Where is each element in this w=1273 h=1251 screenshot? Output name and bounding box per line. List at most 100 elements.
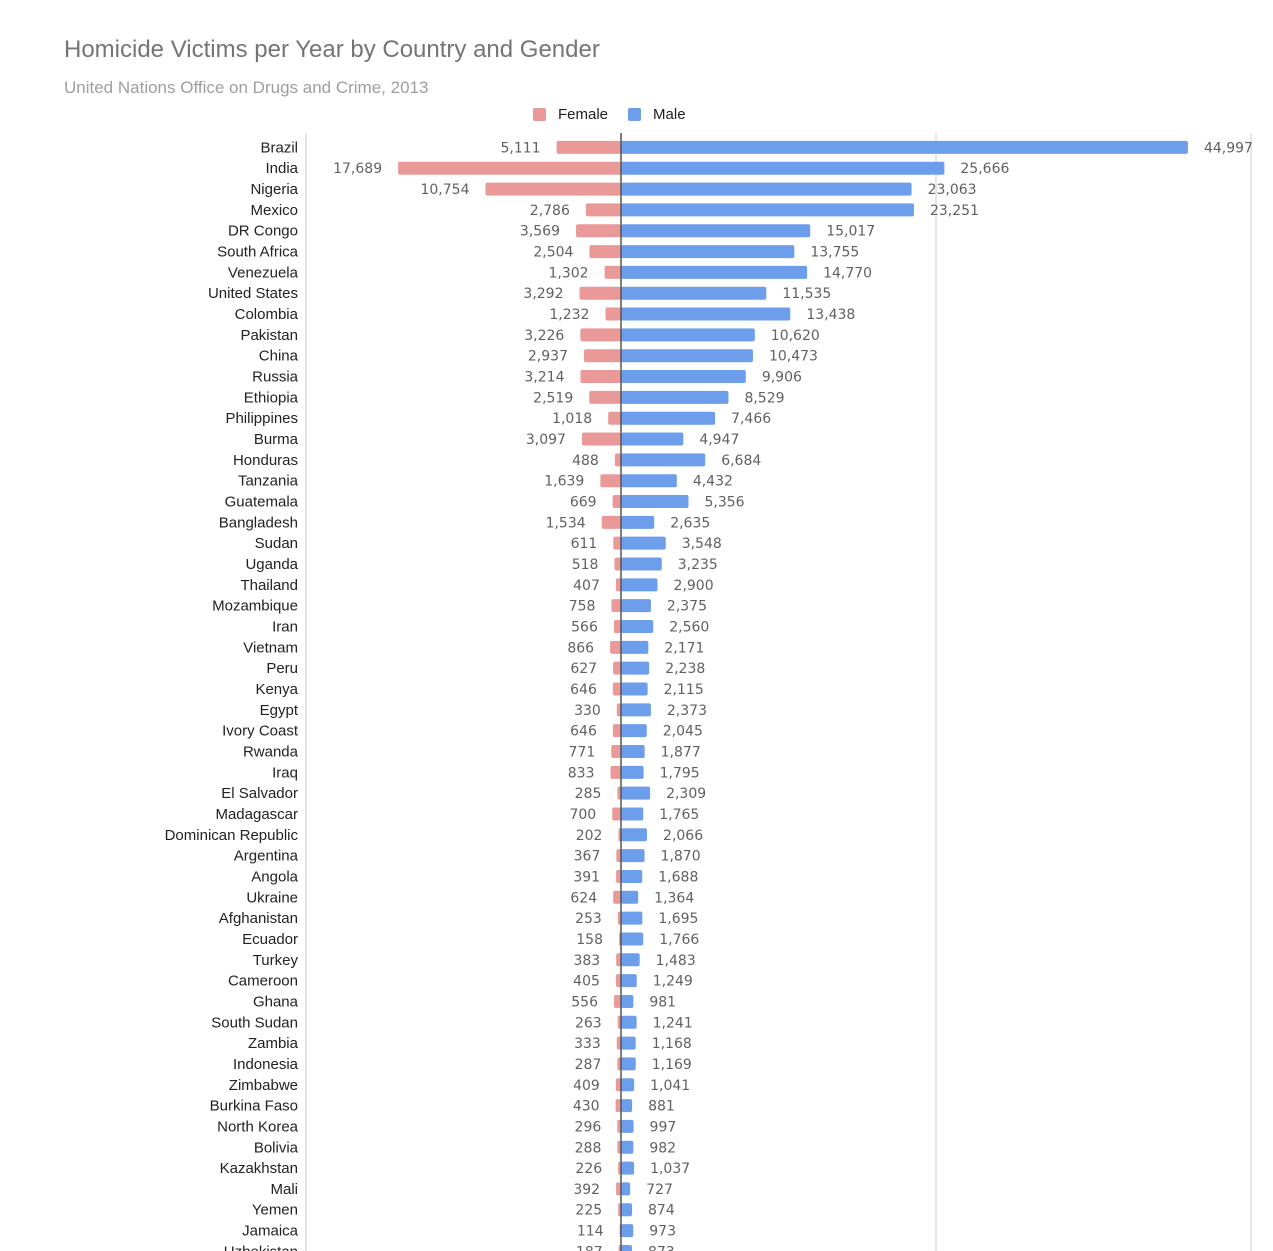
category-label: Ivory Coast xyxy=(222,723,299,740)
legend-item-male[interactable]: Male xyxy=(628,106,686,123)
data-label-female: 1,302 xyxy=(549,265,589,281)
bar-female xyxy=(613,661,621,675)
category-label: Indonesia xyxy=(233,1056,299,1073)
bar-male xyxy=(621,744,645,758)
data-label-female: 114 xyxy=(577,1224,604,1240)
legend-item-female[interactable]: Female xyxy=(533,106,608,123)
data-label-male: 25,666 xyxy=(960,161,1009,177)
data-label-female: 2,504 xyxy=(533,245,573,261)
data-label-male: 982 xyxy=(649,1140,676,1156)
data-label-male: 881 xyxy=(648,1099,675,1115)
data-label-female: 263 xyxy=(575,1015,602,1031)
data-label-female: 391 xyxy=(573,869,600,885)
data-label-male: 1,483 xyxy=(656,953,696,969)
bar-female xyxy=(611,599,621,613)
bar-male xyxy=(621,1224,634,1238)
data-label-female: 285 xyxy=(575,786,602,802)
category-label: Thailand xyxy=(240,577,298,594)
data-label-female: 556 xyxy=(571,994,598,1010)
category-label: Peru xyxy=(266,660,298,677)
data-label-male: 981 xyxy=(649,994,676,1010)
category-label: Nigeria xyxy=(250,181,298,198)
bar-female xyxy=(604,265,621,279)
bar-female xyxy=(585,203,621,217)
bar-male xyxy=(621,1244,632,1251)
data-label-male: 23,063 xyxy=(928,182,977,198)
data-label-female: 430 xyxy=(573,1099,600,1115)
category-label: Philippines xyxy=(225,410,298,427)
data-label-male: 4,947 xyxy=(699,432,739,448)
bar-female xyxy=(589,390,621,404)
bar-female xyxy=(615,974,621,988)
legend: Female Male xyxy=(533,106,706,123)
data-label-male: 3,548 xyxy=(682,536,722,552)
bar-female xyxy=(612,682,621,696)
data-label-female: 5,111 xyxy=(501,140,541,156)
bar-female xyxy=(615,1078,621,1092)
data-label-female: 225 xyxy=(575,1203,602,1219)
legend-swatch-male xyxy=(628,108,642,121)
bar-male xyxy=(621,1036,636,1050)
category-label: United States xyxy=(208,285,298,302)
category-label: India xyxy=(265,160,298,177)
bar-female xyxy=(613,890,621,904)
data-label-male: 13,438 xyxy=(806,307,855,323)
category-label: Burkina Faso xyxy=(210,1098,298,1115)
bar-female xyxy=(616,703,621,717)
category-label: DR Congo xyxy=(228,223,298,240)
category-label: Guatemala xyxy=(225,494,299,511)
bar-female xyxy=(614,453,621,467)
data-label-female: 646 xyxy=(570,724,597,740)
bar-female xyxy=(617,911,621,925)
category-label: Mexico xyxy=(250,202,298,219)
data-label-male: 2,171 xyxy=(664,640,704,656)
bar-male xyxy=(621,1015,637,1029)
data-label-female: 288 xyxy=(575,1140,602,1156)
data-label-male: 1,037 xyxy=(650,1161,690,1177)
data-label-female: 383 xyxy=(573,953,600,969)
data-label-male: 15,017 xyxy=(826,224,875,240)
bar-male xyxy=(621,286,767,300)
bar-female xyxy=(613,536,621,550)
data-label-female: 407 xyxy=(573,578,600,594)
data-label-male: 997 xyxy=(650,1119,677,1135)
bar-male xyxy=(621,432,684,446)
bar-female xyxy=(613,994,621,1008)
category-label: Pakistan xyxy=(240,327,298,344)
category-label: Angola xyxy=(251,868,298,885)
bar-female xyxy=(485,182,621,196)
data-label-female: 627 xyxy=(570,661,597,677)
category-label: Argentina xyxy=(234,848,299,865)
bar-male xyxy=(621,140,1188,154)
bar-male xyxy=(621,703,651,717)
bar-female xyxy=(601,515,621,529)
data-label-male: 23,251 xyxy=(930,203,979,219)
data-label-male: 9,906 xyxy=(762,370,802,386)
category-label: Tanzania xyxy=(238,473,299,490)
category-label: Bangladesh xyxy=(219,514,298,531)
bar-male xyxy=(621,1057,636,1071)
data-label-male: 2,373 xyxy=(667,703,707,719)
data-label-male: 874 xyxy=(648,1203,675,1219)
data-label-male: 1,795 xyxy=(660,765,700,781)
legend-label-female: Female xyxy=(558,106,609,123)
category-label: Colombia xyxy=(235,306,299,323)
category-label: Brazil xyxy=(260,139,298,156)
bar-male xyxy=(621,453,706,467)
data-label-male: 1,766 xyxy=(659,932,699,948)
category-label: Mozambique xyxy=(212,598,298,615)
bar-male xyxy=(621,994,634,1008)
category-label: Yemen xyxy=(252,1202,298,1219)
bar-male xyxy=(621,328,755,342)
bar-female xyxy=(610,765,621,779)
bar-male xyxy=(621,390,729,404)
data-label-female: 2,519 xyxy=(533,390,573,406)
chart-subtitle: United Nations Office on Drugs and Crime… xyxy=(64,78,429,97)
category-label: Uganda xyxy=(245,556,298,573)
data-label-male: 2,560 xyxy=(669,620,709,636)
bar-male xyxy=(621,682,648,696)
category-label: Afghanistan xyxy=(219,910,298,927)
bar-male xyxy=(621,828,648,842)
category-label: Turkey xyxy=(253,952,299,969)
bar-female xyxy=(613,620,621,634)
